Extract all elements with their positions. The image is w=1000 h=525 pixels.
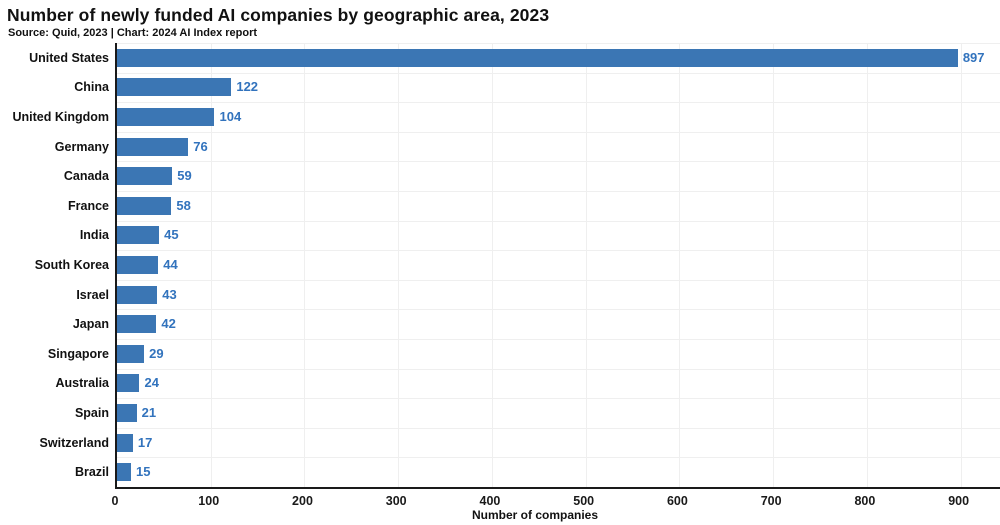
bar-france (117, 196, 172, 215)
x-axis-title: Number of companies (471, 508, 599, 522)
chart-subtitle: Source: Quid, 2023 | Chart: 2024 AI Inde… (8, 27, 258, 39)
bar-spain (117, 404, 137, 422)
bar-value-label: 42 (161, 316, 176, 332)
category-label: Switzerland (39, 435, 109, 450)
category-label: Singapore (47, 346, 109, 361)
v-gridline (491, 43, 493, 487)
bar-value-label: 897 (962, 49, 985, 65)
category-label: France (68, 198, 109, 213)
bar-value-label: 44 (163, 257, 178, 272)
x-tick-label: 100 (198, 494, 220, 508)
category-label: Japan (72, 317, 109, 332)
category-label: Israel (76, 287, 109, 302)
bar-value-label: 24 (144, 375, 159, 391)
h-gridline (117, 220, 1000, 222)
x-axis-ticks: 0 100 200 300 400 500 600 700 800 900 (111, 487, 998, 508)
bar-israel (117, 285, 158, 304)
bar-switzerland (117, 433, 133, 452)
bar-value-label: 17 (137, 434, 153, 450)
bar-value-label: 104 (219, 109, 242, 124)
v-gridline (960, 43, 962, 487)
category-label: Canada (63, 169, 109, 184)
bar-germany (117, 137, 189, 156)
x-tick-label: 300 (385, 494, 407, 508)
v-gridline (210, 43, 212, 487)
v-gridline (679, 43, 681, 487)
x-tick-label: 200 (292, 494, 313, 508)
h-gridline (117, 161, 1000, 163)
v-gridline (585, 43, 587, 487)
category-label: United States (29, 50, 109, 65)
h-gridline (117, 427, 1000, 429)
x-tick-label: 600 (666, 494, 688, 508)
bar-brazil (117, 463, 132, 482)
category-label: China (74, 80, 109, 95)
plot-area: 897 122 104 76 59 58 45 44 43 42 29 24 21 17 15 (115, 43, 1000, 489)
h-gridline (117, 279, 1000, 281)
h-gridline (117, 191, 1000, 192)
h-gridline (117, 398, 1000, 400)
v-gridline (773, 43, 775, 487)
bar-value-label: 15 (136, 464, 151, 480)
bar-value-label: 45 (164, 227, 179, 243)
category-label: India (79, 228, 109, 243)
chart-title: Number of newly funded AI companies by g… (7, 5, 550, 25)
h-gridline (117, 457, 1000, 459)
h-gridline (117, 339, 1000, 340)
category-label: South Korea (34, 258, 109, 272)
bar-value-label: 76 (193, 138, 208, 154)
y-axis-labels: United States China United Kingdom Germany C… (0, 43, 109, 487)
bar-united-kingdom (117, 108, 215, 126)
h-gridline (117, 102, 1000, 104)
category-label: Brazil (74, 465, 109, 480)
bar-south-korea (117, 256, 159, 274)
category-label: Australia (55, 376, 110, 391)
bar-singapore (117, 344, 145, 363)
bar-value-label: 59 (177, 168, 192, 184)
bar-value-label: 21 (141, 405, 157, 420)
h-gridline (117, 368, 1000, 370)
bar-value-label: 58 (176, 197, 191, 213)
category-label: United Kingdom (12, 110, 109, 124)
category-label: Spain (74, 406, 109, 420)
bar-united-states (117, 48, 958, 67)
h-gridline (117, 309, 1000, 311)
h-gridline (117, 72, 1000, 74)
x-tick-label: 500 (573, 494, 595, 508)
bar-value-label: 122 (236, 79, 259, 95)
v-gridline (304, 43, 306, 487)
x-tick-label: 0 (111, 494, 119, 508)
bar-australia (117, 374, 140, 393)
bar-japan (117, 315, 157, 334)
x-tick-label: 800 (854, 494, 876, 508)
v-gridline (866, 43, 868, 487)
bar-canada (117, 167, 173, 186)
h-gridline (117, 250, 1000, 252)
bar-value-label: 43 (162, 286, 177, 302)
x-tick-label: 700 (760, 494, 782, 508)
x-tick-label: 900 (948, 494, 970, 508)
v-gridline (398, 43, 400, 487)
h-gridline (117, 43, 1000, 44)
category-label: Germany (54, 139, 109, 154)
h-gridline (117, 131, 1000, 133)
x-tick-label: 400 (479, 494, 501, 508)
bar-value-label: 29 (149, 345, 164, 361)
bar-india (117, 226, 160, 245)
bar-china (117, 78, 232, 97)
